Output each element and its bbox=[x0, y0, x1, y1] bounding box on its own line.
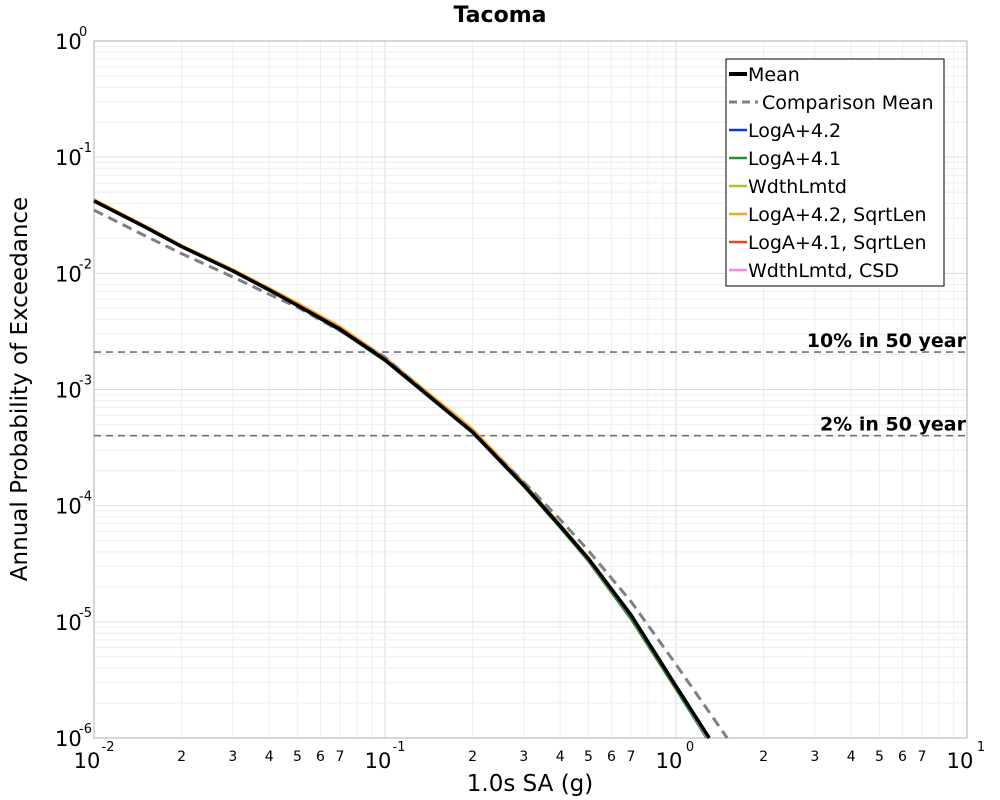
y-tick-exponent: -3 bbox=[79, 374, 92, 389]
series-line-1 bbox=[93, 208, 729, 739]
legend-label: WdthLmtd bbox=[748, 176, 847, 198]
y-tick-label: 10 bbox=[55, 611, 82, 635]
x-minor-tick-label: 5 bbox=[875, 749, 884, 765]
x-axis-label: 1.0s SA (g) bbox=[467, 771, 594, 797]
reference-lines: 10% in 50 year 2% in 50 year bbox=[94, 330, 967, 437]
series-line-3 bbox=[93, 200, 708, 739]
grid bbox=[93, 41, 967, 739]
legend-label: Comparison Mean bbox=[762, 92, 934, 114]
x-minor-tick-label: 3 bbox=[519, 749, 528, 765]
x-tick-label: 10 bbox=[74, 749, 101, 773]
x-tick-exponent: -2 bbox=[102, 740, 115, 755]
legend-box bbox=[725, 58, 945, 287]
x-minor-tick-label: 2 bbox=[468, 749, 477, 765]
legend-label: LogA+4.1 bbox=[748, 148, 841, 170]
series-lines bbox=[93, 198, 729, 739]
x-minor-tick-label: 3 bbox=[228, 749, 237, 765]
reference-line-label: 2% in 50 year bbox=[820, 414, 967, 436]
legend: Mean Comparison Mean LogA+4.2 LogA+4.1 WdthL… bbox=[725, 58, 945, 287]
series-line-2 bbox=[93, 199, 709, 739]
x-minor-tick-label: 7 bbox=[335, 749, 344, 765]
x-minor-tick-label: 6 bbox=[607, 749, 616, 765]
y-tick-label: 10 bbox=[55, 727, 82, 751]
legend-label: LogA+4.1, SqrtLen bbox=[748, 232, 927, 254]
y-tick-exponent: -2 bbox=[79, 257, 92, 272]
x-minor-tick-label: 7 bbox=[917, 749, 926, 765]
y-axis-label: Annual Probability of Exceedance bbox=[7, 197, 33, 581]
x-tick-label: 10 bbox=[656, 749, 683, 773]
x-minor-tick-label: 4 bbox=[265, 749, 274, 765]
series-line-0 bbox=[93, 199, 711, 739]
x-tick-label: 10 bbox=[365, 749, 392, 773]
x-minor-tick-label: 2 bbox=[177, 749, 186, 765]
x-minor-tick-label: 4 bbox=[556, 749, 565, 765]
y-tick-label: 10 bbox=[55, 379, 82, 403]
series-line-6 bbox=[93, 199, 710, 739]
legend-label: LogA+4.2, SqrtLen bbox=[748, 204, 927, 226]
x-minor-tick-label: 5 bbox=[584, 749, 593, 765]
x-tick-exponent: -1 bbox=[393, 740, 406, 755]
series-line-7 bbox=[93, 200, 709, 739]
legend-label: WdthLmtd, CSD bbox=[748, 260, 899, 282]
x-tick-exponent: 1 bbox=[977, 740, 985, 755]
x-minor-tick-label: 3 bbox=[810, 749, 819, 765]
x-minor-tick-label: 4 bbox=[847, 749, 856, 765]
y-tick-exponent: -5 bbox=[79, 606, 92, 621]
x-tick-label: 10 bbox=[947, 749, 974, 773]
y-tick-exponent: -1 bbox=[79, 141, 92, 156]
y-tick-label: 10 bbox=[55, 262, 82, 286]
x-minor-tick-label: 5 bbox=[293, 749, 302, 765]
x-minor-tick-label: 6 bbox=[316, 749, 325, 765]
series-line-4 bbox=[93, 199, 710, 739]
plot-area bbox=[93, 40, 968, 739]
reference-line-label: 10% in 50 year bbox=[807, 330, 967, 352]
y-tick-exponent: -6 bbox=[79, 722, 92, 737]
y-tick-exponent: -4 bbox=[79, 490, 92, 505]
x-minor-tick-label: 6 bbox=[898, 749, 907, 765]
chart-title: Tacoma bbox=[454, 3, 547, 28]
x-tick-exponent: 0 bbox=[686, 740, 694, 755]
legend-label: Mean bbox=[748, 64, 800, 86]
legend-label: LogA+4.2 bbox=[748, 120, 841, 142]
y-tick-label: 10 bbox=[55, 146, 82, 170]
x-minor-tick-label: 7 bbox=[626, 749, 635, 765]
x-minor-tick-label: 2 bbox=[759, 749, 768, 765]
y-tick-exponent: 0 bbox=[79, 25, 87, 40]
y-tick-label: 10 bbox=[55, 30, 82, 54]
y-tick-label: 10 bbox=[55, 495, 82, 519]
